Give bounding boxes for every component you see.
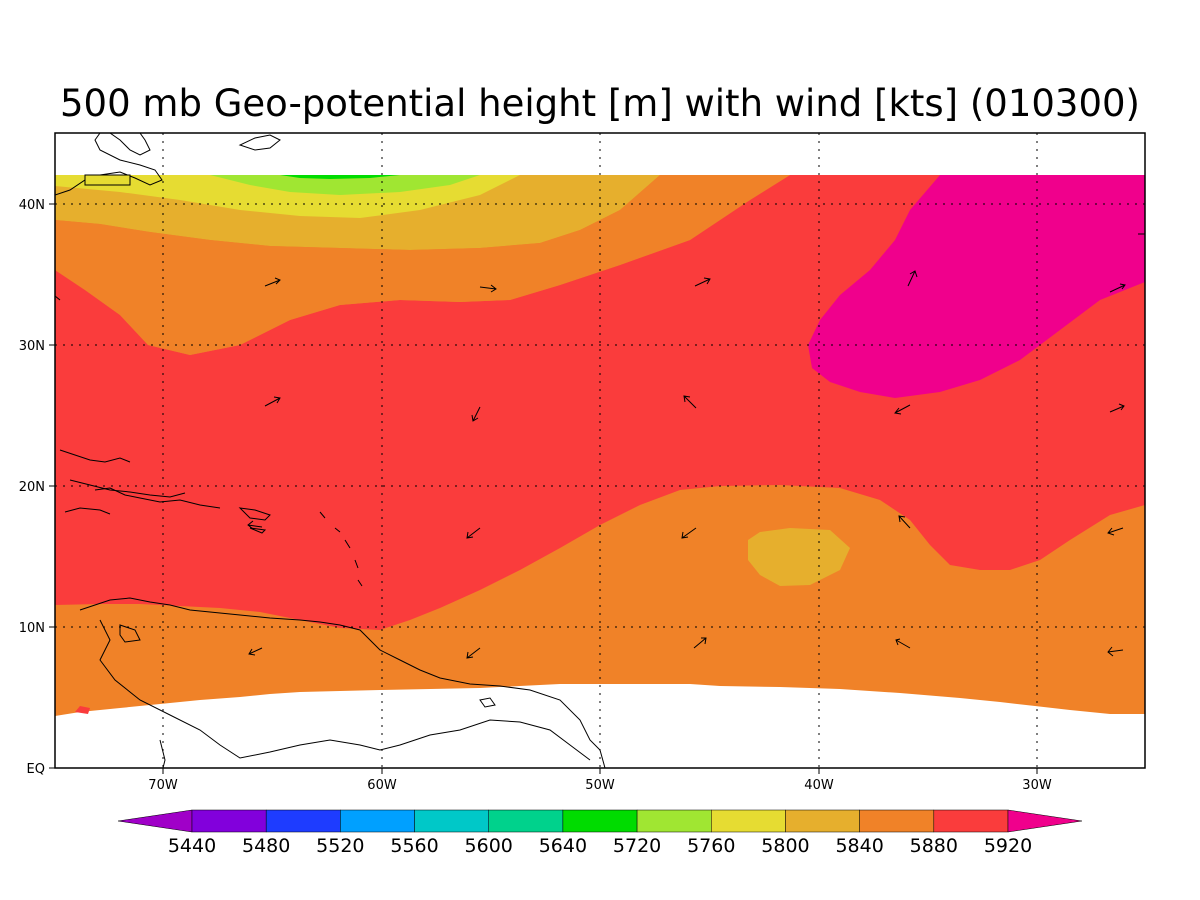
contour-5760 bbox=[210, 175, 480, 195]
colorbar-label: 5720 bbox=[613, 835, 661, 857]
contour-5840-edge bbox=[55, 175, 790, 355]
coastlines bbox=[55, 133, 606, 768]
grid-lines bbox=[55, 133, 1145, 768]
colorbar-label: 5840 bbox=[835, 835, 883, 857]
colorbar: 5440 5480 5520 5560 5600 5640 5720 5760 5800 5840… bbox=[117, 809, 1083, 857]
figure-title: 500 mb Geo-potential height [m] with win… bbox=[60, 82, 1140, 125]
colorbar-max-triangle bbox=[1007, 809, 1083, 833]
colorbar-segment bbox=[265, 809, 341, 833]
colorbar-segment bbox=[711, 809, 786, 833]
y-tick-label: EQ bbox=[27, 762, 45, 777]
colorbar-segment bbox=[488, 809, 564, 833]
y-tick-label: 30N bbox=[19, 339, 45, 354]
contour-5720 bbox=[280, 175, 400, 179]
colorbar-label: 5640 bbox=[539, 835, 587, 857]
map-plot-area bbox=[55, 133, 1145, 768]
colorbar-segment bbox=[785, 809, 860, 833]
tick-marks bbox=[49, 203, 1038, 774]
contour-5840-blob bbox=[748, 528, 850, 586]
colorbar-label: 5760 bbox=[687, 835, 735, 857]
colorbar-segment bbox=[859, 809, 935, 833]
x-tick-label: 30W bbox=[1022, 778, 1052, 793]
contour-above-5920 bbox=[808, 175, 1145, 398]
y-tick-label: 20N bbox=[19, 480, 45, 495]
colorbar-label: 5560 bbox=[390, 835, 438, 857]
colorbar-segment bbox=[933, 809, 1009, 833]
colorbar-segment bbox=[636, 809, 712, 833]
colorbar-min-triangle bbox=[117, 809, 193, 833]
x-tick-label: 40W bbox=[804, 778, 834, 793]
colorbar-label: 5480 bbox=[242, 835, 290, 857]
y-tick-label: 40N bbox=[19, 198, 45, 213]
colorbar-label: 5600 bbox=[465, 835, 513, 857]
contour-5920-sw bbox=[75, 706, 90, 714]
colorbar-label: 5920 bbox=[984, 835, 1032, 857]
x-tick-label: 50W bbox=[585, 778, 615, 793]
colorbar-segment bbox=[414, 809, 489, 833]
colorbar-segment bbox=[340, 809, 415, 833]
colorbar-segment bbox=[191, 809, 267, 833]
colorbar-label: 5440 bbox=[168, 835, 216, 857]
x-tick-label: 60W bbox=[367, 778, 397, 793]
y-axis-labels: EQ 10N 20N 30N 40N bbox=[19, 198, 45, 777]
colorbar-segment bbox=[562, 809, 638, 833]
colorbar-label: 5520 bbox=[316, 835, 364, 857]
colorbar-label: 5880 bbox=[910, 835, 958, 857]
x-axis-labels: 70W 60W 50W 40W 30W bbox=[148, 778, 1052, 793]
x-tick-label: 70W bbox=[148, 778, 178, 793]
y-tick-label: 10N bbox=[19, 621, 45, 636]
wind-vectors bbox=[55, 233, 1145, 659]
colorbar-label: 5800 bbox=[761, 835, 809, 857]
